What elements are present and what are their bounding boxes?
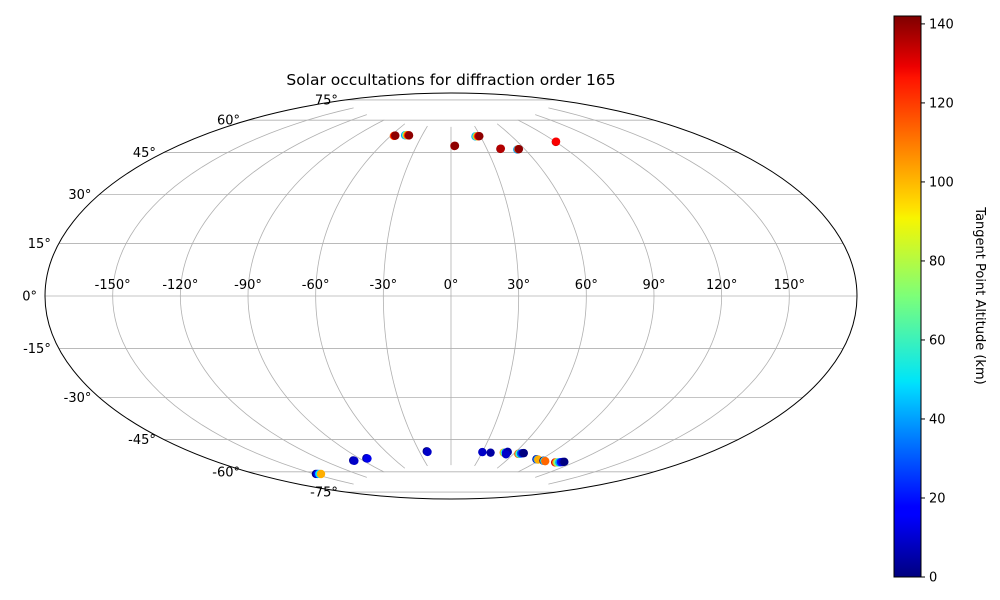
longitude-gridline bbox=[179, 114, 367, 478]
colorbar-tick-label: 80 bbox=[929, 254, 946, 269]
longitude-tick-label: 90° bbox=[642, 278, 665, 293]
data-point bbox=[450, 141, 460, 150]
latitude-tick-label: 15° bbox=[28, 237, 51, 252]
latitude-tick-label: 60° bbox=[217, 114, 240, 129]
longitude-gridline bbox=[474, 125, 520, 467]
data-point bbox=[519, 448, 528, 458]
longitude-tick-label: 30° bbox=[507, 278, 530, 293]
latitude-tick-label: 0° bbox=[22, 290, 37, 305]
longitude-gridline bbox=[517, 119, 655, 473]
data-point bbox=[404, 131, 414, 140]
longitude-tick-label: -120° bbox=[162, 278, 198, 293]
colorbar-label: Tangent Point Altitude (km) bbox=[972, 206, 987, 384]
data-point bbox=[501, 450, 511, 459]
latitude-tick-label: 45° bbox=[133, 146, 156, 161]
latitude-tick-label: -30° bbox=[64, 391, 92, 406]
latitude-tick-label: -45° bbox=[128, 433, 156, 448]
colorbar-tick-label: 20 bbox=[929, 491, 946, 506]
colorbar-tick-label: 0 bbox=[929, 571, 937, 586]
colorbar-tick-label: 100 bbox=[929, 175, 954, 190]
latitude-tick-label: -60° bbox=[212, 465, 240, 480]
colorbar-tick-label: 40 bbox=[929, 412, 946, 427]
longitude-tick-label: 120° bbox=[706, 278, 737, 293]
colorbar-ticks: 0 20 40 60 80 100 120 140 bbox=[921, 17, 954, 586]
latitude-tick-label: -15° bbox=[23, 342, 51, 357]
data-point bbox=[560, 457, 569, 467]
data-point bbox=[514, 144, 524, 154]
longitude-gridline bbox=[247, 119, 385, 473]
longitude-tick-label: 150° bbox=[774, 278, 805, 293]
data-point bbox=[496, 144, 506, 153]
longitude-tick-label: -90° bbox=[234, 278, 262, 293]
data-point bbox=[551, 137, 561, 146]
graticule bbox=[45, 99, 857, 493]
longitude-tick-label: 0° bbox=[444, 278, 459, 293]
colorbar-tick-label: 60 bbox=[929, 333, 946, 348]
latitude-tick-label: 30° bbox=[68, 188, 91, 203]
scatter-points bbox=[311, 130, 569, 479]
longitude-gridline bbox=[496, 123, 587, 469]
longitude-gridline bbox=[382, 125, 428, 467]
longitude-tick-label: -60° bbox=[302, 278, 330, 293]
data-point bbox=[350, 456, 359, 466]
latitude-tick-labels: -75° -60° -45° -30° -15° 0° 15° 30° 45° 60° 75° bbox=[22, 93, 338, 500]
longitude-tick-label: 60° bbox=[575, 278, 598, 293]
data-point bbox=[541, 456, 550, 466]
colorbar-tick-label: 120 bbox=[929, 96, 954, 111]
map-boundary bbox=[44, 92, 858, 500]
data-point bbox=[486, 448, 495, 457]
data-point bbox=[478, 447, 487, 457]
longitude-gridline bbox=[548, 107, 790, 485]
data-point bbox=[391, 131, 400, 140]
longitude-gridline bbox=[112, 107, 354, 485]
data-point bbox=[363, 454, 372, 463]
chart-title: Solar occultations for diffraction order… bbox=[286, 71, 615, 89]
data-point bbox=[316, 469, 326, 479]
longitude-tick-label: -150° bbox=[95, 278, 131, 293]
latitude-tick-label: 75° bbox=[315, 93, 338, 108]
longitude-gridline bbox=[315, 123, 406, 469]
data-point bbox=[475, 131, 484, 141]
latitude-tick-label: -75° bbox=[310, 486, 338, 501]
data-point bbox=[423, 447, 432, 457]
longitude-gridline bbox=[535, 114, 723, 478]
colorbar bbox=[893, 15, 922, 578]
longitude-tick-label: -30° bbox=[369, 278, 397, 293]
longitude-tick-labels: -150° -120° -90° -60° -30° 0° 30° 60° 90° 120° 150… bbox=[95, 278, 805, 293]
colorbar-tick-label: 140 bbox=[929, 17, 954, 32]
